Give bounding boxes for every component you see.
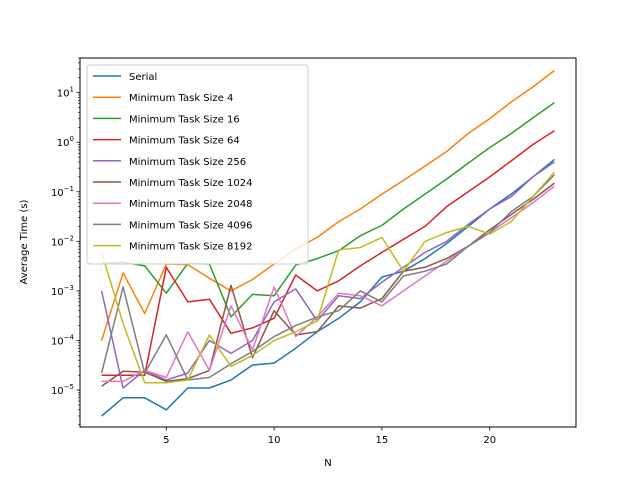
x-axis-label: N [324, 458, 331, 469]
y-tick-label: 10−3 [51, 284, 74, 298]
series-line-minimum-task-size-1024 [101, 182, 555, 387]
legend-entry: Minimum Task Size 1024 [129, 178, 252, 189]
x-tick-label: 10 [268, 435, 281, 446]
legend-entry: Minimum Task Size 16 [129, 114, 240, 125]
x-tick-label: 20 [483, 435, 496, 446]
legend-entry: Minimum Task Size 64 [129, 136, 240, 147]
y-axis-ticks: 10−5 10−4 10−3 10−2 10−1 100 101 [51, 57, 80, 426]
legend-entry: Minimum Task Size 4096 [129, 220, 252, 231]
y-tick-label: 101 [57, 86, 74, 100]
legend-entry: Minimum Task Size 256 [129, 157, 246, 168]
y-tick-label: 100 [57, 135, 74, 149]
plot-frame [79, 57, 577, 428]
y-tick-label: 10−1 [51, 185, 74, 199]
series-line-serial [101, 158, 555, 417]
x-tick-label: 15 [376, 435, 389, 446]
y-tick-label: 10−2 [51, 234, 74, 248]
legend-entry: Serial [129, 72, 157, 83]
legend-entry: Minimum Task Size 2048 [129, 199, 252, 210]
series-line-minimum-task-size-8192 [100, 171, 555, 384]
series-line-minimum-task-size-256 [100, 161, 555, 389]
y-tick-label: 10−4 [51, 334, 75, 348]
x-tick-label: 5 [163, 435, 169, 446]
plot-lines [100, 69, 555, 417]
legend-entry: Minimum Task Size 8192 [129, 242, 252, 253]
y-axis-label: Average Time (s) [19, 199, 30, 284]
series-line-minimum-task-size-16 [101, 101, 555, 318]
legend-entry: Minimum Task Size 4 [129, 93, 233, 104]
series-line-minimum-task-size-4096 [100, 174, 555, 381]
legend: Serial Minimum Task Size 4 Minimum Task Si… [86, 64, 309, 265]
legend-box [86, 64, 309, 265]
y-tick-label: 10−5 [51, 383, 74, 397]
x-axis-ticks: 5 10 15 20 [163, 427, 496, 446]
